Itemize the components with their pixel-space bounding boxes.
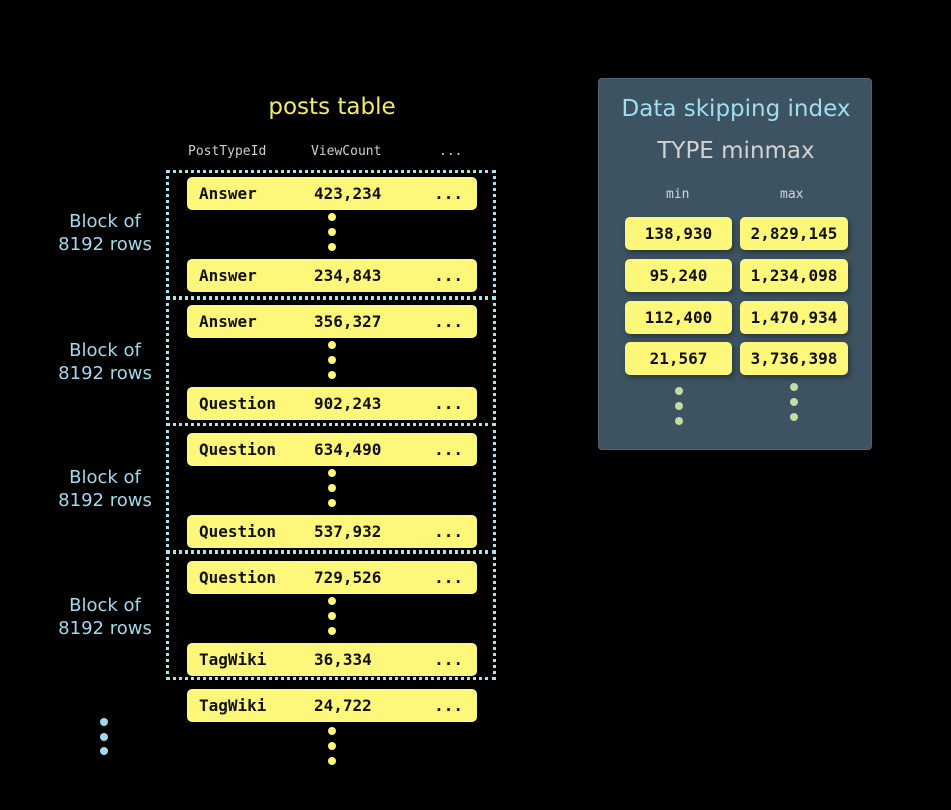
index-min-cell: 21,567 [625, 342, 732, 375]
index-min-cell: 95,240 [625, 259, 732, 292]
data-skipping-index-panel: Data skipping index TYPE minmax min max … [598, 78, 872, 450]
header-posttypeid: PostTypeId [188, 144, 267, 159]
view-count-cell: 423,234 [314, 184, 382, 203]
block-label-2: Block of 8192 rows [40, 339, 170, 385]
block-label-line2: 8192 rows [58, 363, 152, 384]
table-row: TagWiki 24,722... [187, 689, 477, 722]
more-cell: ... [434, 522, 463, 541]
block-label-line1: Block of [69, 595, 141, 616]
index-max-cell: 2,829,145 [740, 217, 848, 250]
more-cell: ... [434, 696, 463, 715]
ellipsis-dot [100, 718, 108, 726]
ellipsis-dot [328, 469, 336, 477]
post-type-cell: Question [199, 568, 277, 587]
block-label-line2: 8192 rows [58, 490, 152, 511]
post-type-cell: Answer [199, 184, 257, 203]
ellipsis-dot [675, 417, 683, 425]
ellipsis-dot [328, 499, 336, 507]
ellipsis-dot [790, 413, 798, 421]
block-label-4: Block of 8192 rows [40, 594, 170, 640]
ellipsis-dot [790, 383, 798, 391]
block-label-line1: Block of [69, 211, 141, 232]
post-type-cell: Answer [199, 266, 257, 285]
index-title: Data skipping index [621, 96, 851, 122]
more-cell: ... [434, 650, 463, 669]
more-cell: ... [434, 568, 463, 587]
header-viewcount: ViewCount [311, 144, 382, 159]
ellipsis-dot [328, 341, 336, 349]
ellipsis-dot [328, 727, 336, 735]
view-count-cell: 902,243 [314, 394, 382, 413]
more-cell: ... [434, 312, 463, 331]
block-label-3: Block of 8192 rows [40, 466, 170, 512]
block-label-line1: Block of [69, 340, 141, 361]
post-type-cell: Question [199, 440, 277, 459]
post-type-cell: Question [199, 522, 277, 541]
ellipsis-dot [328, 228, 336, 236]
index-max-cell: 1,470,934 [740, 301, 848, 334]
posts-table-title: posts table [268, 94, 396, 120]
view-count-cell: 36,334 [314, 650, 372, 669]
view-count-cell: 356,327 [314, 312, 382, 331]
post-type-cell: TagWiki [199, 696, 267, 715]
table-row: Answer 356,327... [187, 305, 477, 338]
table-row: Question 537,932... [187, 515, 477, 548]
block-label-line2: 8192 rows [58, 234, 152, 255]
table-row: Answer 234,843... [187, 259, 477, 292]
min-label: min [666, 187, 690, 202]
ellipsis-dot [328, 597, 336, 605]
max-label: max [780, 187, 804, 202]
more-cell: ... [434, 184, 463, 203]
ellipsis-dot [675, 402, 683, 410]
view-count-cell: 537,932 [314, 522, 382, 541]
ellipsis-dot [328, 371, 336, 379]
table-row: Question 902,243... [187, 387, 477, 420]
block-4 [166, 551, 496, 680]
table-row: Question 634,490... [187, 433, 477, 466]
table-row: TagWiki 36,334... [187, 643, 477, 676]
ellipsis-dot [100, 733, 108, 741]
post-type-cell: Answer [199, 312, 257, 331]
block-label-line2: 8192 rows [58, 618, 152, 639]
ellipsis-dot [328, 757, 336, 765]
header-more: ... [439, 144, 463, 159]
block-label-1: Block of 8192 rows [40, 210, 170, 256]
table-row: Answer 423,234... [187, 177, 477, 210]
post-type-cell: Question [199, 394, 277, 413]
ellipsis-dot [790, 398, 798, 406]
post-type-cell: TagWiki [199, 650, 267, 669]
view-count-cell: 634,490 [314, 440, 382, 459]
view-count-cell: 729,526 [314, 568, 382, 587]
ellipsis-dot [328, 484, 336, 492]
index-min-cell: 112,400 [625, 301, 732, 334]
index-max-cell: 3,736,398 [740, 342, 848, 375]
index-max-cell: 1,234,098 [740, 259, 848, 292]
ellipsis-dot [328, 243, 336, 251]
ellipsis-dot [328, 627, 336, 635]
more-cell: ... [434, 394, 463, 413]
table-row: Question 729,526... [187, 561, 477, 594]
more-cell: ... [434, 266, 463, 285]
ellipsis-dot [328, 742, 336, 750]
ellipsis-dot [675, 387, 683, 395]
index-min-cell: 138,930 [625, 217, 732, 250]
ellipsis-dot [328, 356, 336, 364]
ellipsis-dot [328, 612, 336, 620]
more-cell: ... [434, 440, 463, 459]
view-count-cell: 234,843 [314, 266, 382, 285]
ellipsis-dot [328, 213, 336, 221]
block-label-line1: Block of [69, 467, 141, 488]
ellipsis-dot [100, 747, 108, 755]
view-count-cell: 24,722 [314, 696, 372, 715]
index-subtitle: TYPE minmax [657, 138, 815, 164]
